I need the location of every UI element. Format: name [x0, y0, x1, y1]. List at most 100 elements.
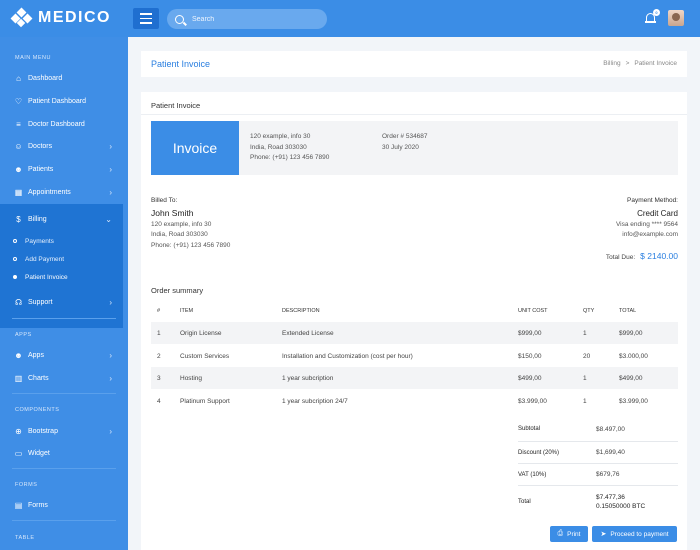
proceed-to-payment-button[interactable]: ➤ Proceed to payment	[592, 526, 677, 542]
column-header: UNIT COST	[518, 308, 548, 314]
breadcrumb-billing[interactable]: Billing	[603, 60, 621, 67]
sidebar-divider	[12, 393, 116, 394]
sidebar: MAIN MENU ⌂ Dashboard ♡ Patient Dashboar…	[0, 37, 128, 550]
headset-icon: ☊	[14, 297, 23, 307]
globe-icon: ⊕	[15, 426, 22, 436]
sidebar-item-patient-dashboard[interactable]: ♡ Patient Dashboard	[14, 96, 86, 106]
sidebar-item-apps[interactable]: ☻ Apps ›	[14, 350, 112, 360]
vat-row: VAT (10%) $679,76	[518, 463, 678, 485]
table-row: 4 Platinum Support 1 year subcription 24…	[157, 397, 648, 405]
payment-method-name: Credit Card	[637, 208, 678, 218]
top-bar: MEDICO 0	[0, 0, 700, 37]
breadcrumb: Billing > Patient Invoice	[603, 60, 677, 67]
send-icon: ➤	[600, 531, 607, 538]
sidebar-item-widget[interactable]: ▭ Widget	[14, 448, 50, 458]
sidebar-item-support[interactable]: ☊ Support ›	[14, 297, 112, 307]
logo-icon	[10, 7, 33, 28]
hamburger-icon	[140, 13, 152, 15]
chevron-right-icon: ›	[109, 297, 112, 307]
sidebar-subitem-payments[interactable]: Payments	[0, 232, 123, 250]
sidebar-item-dashboard[interactable]: ⌂ Dashboard	[0, 67, 128, 89]
sidebar-item-appointments[interactable]: ▦ Appointments ›	[14, 187, 112, 197]
heart-icon: ♡	[14, 96, 23, 106]
total-due-amount: $ 2140.00	[640, 251, 678, 261]
total-due: Total Due: $ 2140.00	[605, 251, 678, 261]
section-forms: FORMS	[15, 482, 38, 488]
sidebar-item-charts[interactable]: ▥ Charts ›	[14, 373, 112, 383]
table-row: 2 Custom Services Installation and Custo…	[157, 352, 648, 360]
billed-to: Billed To: John Smith 120 example, info …	[151, 197, 231, 249]
customer-name: John Smith	[151, 207, 194, 218]
column-header: QTY	[583, 308, 595, 314]
total-amount: $7.477,36	[596, 493, 625, 501]
breadcrumb-separator: >	[625, 60, 630, 67]
table-header-row: # ITEM DESCRIPTION UNIT COST QTY TOTAL	[151, 301, 678, 321]
chevron-right-icon: ›	[109, 141, 112, 151]
sidebar-subitem-patient-invoice[interactable]: Patient Invoice	[0, 268, 123, 286]
bar-chart-icon: ▥	[14, 373, 23, 383]
sidebar-subitem-add-payment[interactable]: Add Payment	[0, 250, 123, 268]
section-main-menu: MAIN MENU	[15, 55, 51, 61]
page-header: Patient Invoice Billing > Patient Invoic…	[141, 51, 687, 77]
invoice-card: Patient Invoice Invoice 120 example, inf…	[141, 92, 687, 550]
sidebar-divider	[12, 520, 116, 521]
sidebar-item-bootstrap[interactable]: ⊕ Bootstrap ›	[15, 426, 112, 436]
logo-text: MEDICO	[38, 9, 111, 26]
sidebar-divider	[12, 318, 116, 319]
column-header: #	[157, 308, 161, 314]
invoice-banner: Invoice 120 example, info 30 India, Road…	[151, 121, 678, 175]
card-title: Patient Invoice	[151, 101, 201, 110]
sidebar-item-billing[interactable]: $ Billing ⌄	[0, 208, 123, 230]
chevron-right-icon: ›	[109, 187, 112, 197]
search-input[interactable]	[192, 15, 312, 23]
user-avatar[interactable]	[668, 10, 684, 26]
column-header: DESCRIPTION	[282, 308, 320, 314]
column-header: ITEM	[180, 308, 194, 314]
section-table: TABLE	[15, 535, 35, 541]
section-apps: APPS	[15, 332, 32, 338]
users-icon: ☻	[14, 164, 23, 174]
total-row: Total $7.477,36 0.15050000 BTC	[518, 485, 678, 517]
divider	[141, 114, 687, 115]
home-icon: ⌂	[16, 73, 21, 83]
print-button[interactable]: ⎙ Print	[550, 526, 588, 542]
printer-icon: ⎙	[557, 530, 564, 537]
calendar-icon: ▦	[14, 187, 23, 197]
notification-badge: 0	[653, 9, 660, 16]
chevron-right-icon: ›	[109, 426, 112, 436]
total-btc: 0.15050000 BTC	[596, 502, 646, 510]
dollar-icon: $	[16, 214, 21, 224]
order-number: Order # 534687	[382, 133, 428, 140]
billing-menu-expanded: $ Billing ⌄ Payments Add Payment Patient…	[0, 204, 123, 328]
search-bar[interactable]	[167, 9, 327, 29]
logo[interactable]: MEDICO	[10, 7, 111, 28]
table-row: 3 Hosting 1 year subcription $499,00 1 $…	[151, 367, 678, 389]
column-header: TOTAL	[619, 308, 637, 314]
sidebar-item-doctor-dashboard[interactable]: ≡ Doctor Dashboard	[0, 113, 128, 135]
section-components: COMPONENTS	[15, 407, 60, 413]
search-icon	[175, 14, 184, 24]
invoice-order-info: Order # 534687 30 July 2020	[382, 132, 428, 153]
subtotal-row: Subtotal $8.497,00	[518, 425, 625, 433]
table-row: 1 Origin License Extended License $999,0…	[151, 322, 678, 344]
sidebar-item-patients[interactable]: ☻ Patients ›	[14, 164, 112, 174]
discount-row: Discount (20%) $1,699,40	[518, 441, 678, 463]
invoice-label: Invoice	[151, 121, 239, 175]
bullet-icon	[13, 257, 17, 261]
notification-bell-icon[interactable]: 0	[645, 9, 660, 24]
breadcrumb-current: Patient Invoice	[634, 60, 677, 67]
sidebar-item-doctors[interactable]: ☺ Doctors ›	[14, 141, 112, 151]
document-icon: ▤	[14, 500, 23, 510]
invoice-address: 120 example, info 30 India, Road 303030 …	[250, 133, 330, 161]
chevron-right-icon: ›	[109, 350, 112, 360]
chevron-down-icon: ⌄	[105, 214, 112, 224]
bullet-icon	[13, 275, 17, 279]
users-icon: ☻	[14, 350, 23, 360]
database-icon: ≡	[16, 119, 21, 129]
chevron-right-icon: ›	[109, 164, 112, 174]
menu-toggle-button[interactable]	[133, 8, 159, 29]
order-summary-title: Order summary	[151, 286, 204, 295]
sidebar-item-forms[interactable]: ▤ Forms	[14, 500, 48, 510]
order-date: 30 July 2020	[382, 143, 419, 151]
monitor-icon: ▭	[14, 448, 23, 458]
